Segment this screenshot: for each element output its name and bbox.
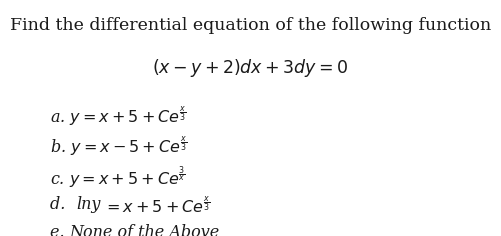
Text: Find the differential equation of the following function: Find the differential equation of the fo… [10,17,491,34]
Text: a. $y = x + 5 + Ce^{\frac{x}{3}}$: a. $y = x + 5 + Ce^{\frac{x}{3}}$ [50,104,186,128]
Text: $= x + 5 + Ce^{\frac{x}{3}}$: $= x + 5 + Ce^{\frac{x}{3}}$ [103,196,210,217]
Text: lny: lny [76,196,101,213]
Text: $(x - y + 2)dx + 3dy = 0$: $(x - y + 2)dx + 3dy = 0$ [152,57,349,79]
Text: None of the Above: None of the Above [69,224,219,236]
Text: b. $y = x - 5 + Ce^{\frac{x}{3}}$: b. $y = x - 5 + Ce^{\frac{x}{3}}$ [50,135,187,158]
Text: e.: e. [50,224,70,236]
Text: d.: d. [50,196,71,213]
Text: c. $y = x + 5 + Ce^{\frac{3}{x}}$: c. $y = x + 5 + Ce^{\frac{3}{x}}$ [50,165,186,191]
